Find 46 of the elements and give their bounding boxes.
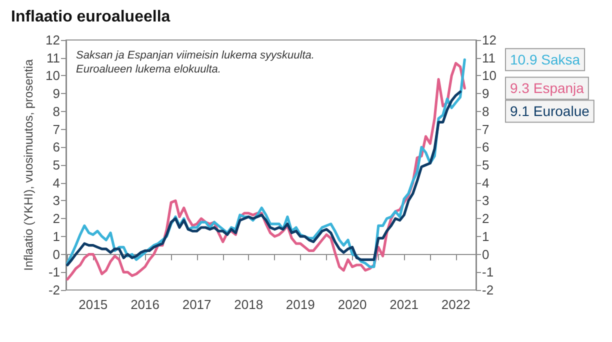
x-tick-label: 2020 — [338, 297, 367, 312]
y2-tick-label: 10 — [482, 68, 496, 84]
chart-title: Inflaatio euroalueella — [11, 8, 170, 26]
y2-tick-label: 5 — [482, 158, 490, 172]
x-tick-label: 2016 — [130, 297, 160, 312]
line-series — [66, 90, 462, 266]
y-tick-label: 2 — [52, 211, 60, 226]
y-tick-label: -2 — [48, 282, 60, 298]
x-tick-label: 2022 — [441, 297, 470, 312]
x-tick-label: 2019 — [286, 297, 315, 312]
x-tick-label: 2018 — [234, 297, 264, 312]
y2-tick-label: 0 — [482, 246, 490, 262]
y2-tick-label: 3 — [482, 193, 490, 208]
y2-tick-label: 11 — [482, 50, 496, 66]
y2-tick-label: 12 — [482, 32, 496, 48]
y-tick-label: 10 — [46, 68, 60, 84]
y2-tick-label: -2 — [482, 282, 494, 298]
annotation: Saksan ja Espanjan viimeisin lukema syyskuulta. — [76, 50, 314, 62]
y-tick-label: 11 — [46, 50, 60, 66]
y2-tick-label: 9 — [482, 86, 490, 102]
y-tick-label: 9 — [52, 86, 60, 102]
y2-tick-label: -1 — [482, 264, 494, 280]
text: 9.3 Espanja — [510, 80, 584, 96]
y-tick-label: 0 — [52, 246, 60, 262]
y2-tick-label: 1 — [482, 228, 490, 244]
y-tick-label: 12 — [46, 32, 60, 48]
annotation: Euroalueen lukema elokuulta. — [76, 64, 221, 76]
y-tick-label: 6 — [52, 140, 60, 155]
x-tick-label: 2021 — [390, 297, 419, 312]
text: 10.9 Saksa — [510, 52, 580, 68]
y2-tick-label: 6 — [482, 140, 490, 155]
y-tick-label: 8 — [52, 104, 60, 119]
y-tick-label: 1 — [52, 228, 60, 244]
y-tick-label: 5 — [52, 158, 60, 172]
text: 9.1 Euroalue — [510, 103, 590, 120]
y-tick-label: 4 — [52, 175, 60, 190]
y2-tick-label: 8 — [482, 104, 490, 119]
y-axis-title: Inflaatio (YKHI), vuosimuutos, prosentia — [22, 58, 36, 271]
y2-tick-label: 7 — [482, 122, 490, 137]
x-tick-label: 2015 — [78, 297, 108, 312]
x-tick-label: 2017 — [182, 297, 212, 312]
y2-tick-label: 2 — [482, 211, 490, 226]
y-tick-label: 7 — [52, 122, 60, 137]
y2-tick-label: 4 — [482, 175, 490, 190]
y-tick-label: 3 — [52, 193, 60, 208]
y-tick-label: -1 — [48, 264, 60, 280]
